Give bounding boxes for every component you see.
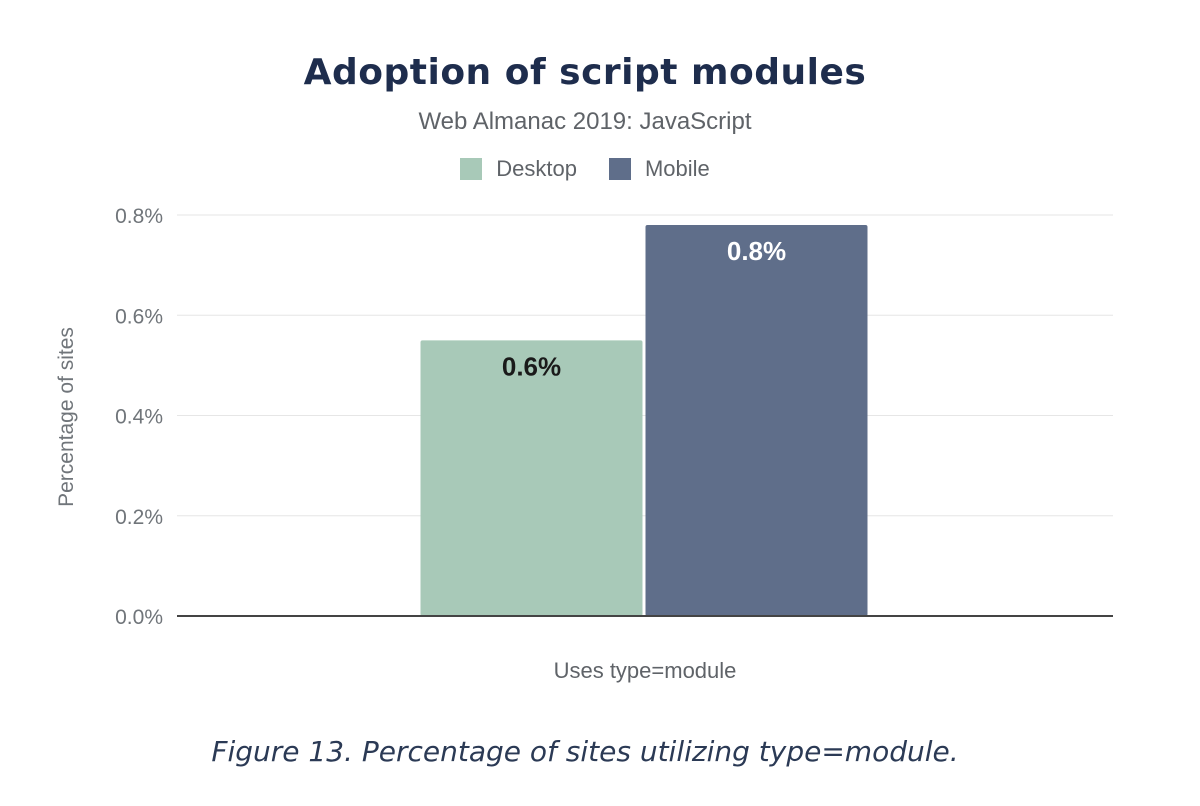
bar-mobile [645,225,868,616]
legend-swatch-desktop [460,158,483,180]
legend-label-mobile: Mobile [644,156,710,181]
chart-legend: Desktop Mobile [0,156,1170,182]
data-label-desktop: 0.6% [502,351,561,381]
bars: 0.6% 0.8% [420,225,868,616]
legend-label-desktop: Desktop [496,156,577,181]
y-tick-label: 0.6% [115,305,163,328]
bar-desktop [420,340,643,616]
legend-swatch-mobile [608,158,631,180]
data-label-mobile: 0.8% [727,236,786,266]
y-tick-label: 0.2% [115,506,163,529]
y-tick-label: 0.0% [115,606,163,629]
legend-item-desktop: Desktop [460,156,577,182]
y-tick-label: 0.4% [115,406,163,429]
figure-caption: Figure 13. Percentage of sites utilizing… [211,735,959,768]
legend-item-mobile: Mobile [608,156,710,182]
x-axis-label: Uses type=module [553,658,737,683]
gridlines [177,214,1113,517]
chart-subtitle: Web Almanac 2019: JavaScript [418,108,752,135]
chart-title: Adoption of script modules [303,52,867,93]
y-tick-label: 0.8% [115,205,163,228]
y-axis-ticks: 0.8% 0.6% 0.4% 0.2% 0.0% [115,205,163,629]
